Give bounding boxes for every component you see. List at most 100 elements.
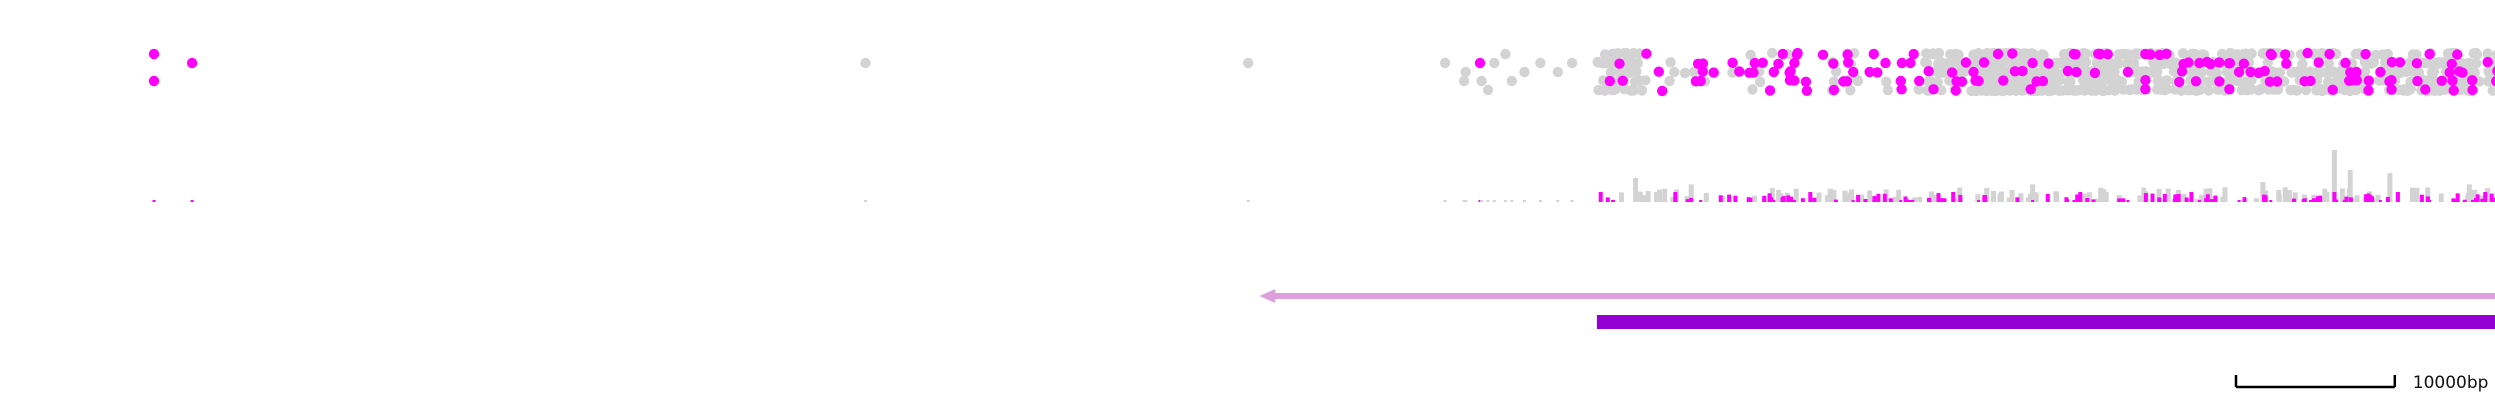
fragment-point-background (2428, 66, 2440, 77)
coverage-bar-highlight (2489, 193, 2494, 202)
fragment-point-highlight (2176, 66, 2188, 77)
fragment-point-background (2368, 57, 2379, 68)
fragment-point-highlight (1617, 75, 1628, 87)
coverage-bar-highlight (2150, 193, 2155, 202)
fragment-dot-track (148, 47, 2495, 97)
coverage-bar-background (1991, 190, 1996, 202)
fragment-point-background (1992, 57, 2003, 69)
coverage-bar-background (2165, 188, 2171, 202)
coverage-bar-highlight (1863, 199, 1868, 202)
fragment-point-background (2317, 85, 2328, 97)
fragment-point-background (2238, 49, 2249, 60)
fragment-point-background (2118, 84, 2129, 95)
coverage-bar-background (2103, 191, 2109, 202)
fragment-point-background (1600, 84, 1611, 96)
region-bar-0 (1596, 315, 2495, 329)
coverage-bar-highlight (2121, 198, 2126, 202)
coverage-bar-highlight (2143, 200, 2147, 202)
fragment-point-background (1951, 57, 1962, 68)
fragment-point-highlight (1896, 84, 1907, 95)
fragment-point-highlight (1801, 85, 1813, 97)
fragment-point-background (2437, 84, 2449, 95)
fragment-point-highlight (2447, 75, 2458, 86)
fragment-point-highlight (2271, 76, 2283, 87)
coverage-bar-highlight (2117, 198, 2122, 202)
coverage-bar-background (1503, 200, 1507, 202)
fragment-point-highlight (1817, 49, 1829, 60)
fragment-point-highlight (2265, 48, 2276, 60)
coverage-bar-background (1769, 188, 1775, 202)
coverage-bar-background (2054, 192, 2060, 202)
fragment-point-background (1566, 57, 1578, 69)
fragment-point-background (1669, 66, 1680, 78)
fragment-point-background (2246, 48, 2257, 59)
coverage-bar-highlight (2483, 192, 2488, 202)
coverage-bar-background (2425, 187, 2431, 202)
fragment-point-highlight (2394, 57, 2406, 68)
fragment-point-background (1933, 47, 1945, 59)
fragment-point-background (1476, 75, 1487, 87)
coverage-bar-highlight (2242, 197, 2247, 202)
coverage-bar-background (1892, 196, 1898, 202)
fragment-point-background (1981, 66, 1993, 78)
fragment-point-background (1460, 66, 1471, 78)
coverage-bar-highlight (2184, 197, 2189, 202)
fragment-point-background (1608, 84, 1619, 96)
coverage-bar-highlight (1903, 196, 1908, 202)
coverage-bar-background (1654, 191, 1659, 202)
coverage-bar-highlight (2085, 198, 2090, 202)
fragment-point-highlight (2031, 76, 2042, 87)
fragment-point-background (1766, 47, 1778, 59)
fragment-point-background (2482, 48, 2493, 59)
fragment-point-highlight (1653, 66, 1665, 77)
coverage-bar-background (2194, 198, 2200, 202)
fragment-point-background (2161, 83, 2173, 95)
coverage-bar-highlight (2075, 194, 2080, 202)
coverage-bar-highlight (1977, 200, 1981, 202)
fragment-point-background (1552, 66, 1564, 78)
fragment-point-highlight (1604, 75, 1616, 87)
fragment-point-highlight (2411, 58, 2423, 69)
coverage-bar-highlight (2493, 197, 2495, 202)
coverage-bar-background (1720, 196, 1726, 202)
fragment-point-background (1968, 49, 1979, 60)
coverage-bar-background (2286, 190, 2292, 202)
fragment-point-highlight (2140, 84, 2151, 95)
scale-bar: 10000bp (2234, 373, 2488, 393)
fragment-point-background (2145, 66, 2156, 78)
fragment-point-background (1923, 75, 1934, 87)
coverage-bar-highlight (2015, 197, 2020, 202)
gene-arrowhead-2 (1259, 289, 1276, 303)
fragment-point-background (2300, 84, 2312, 96)
fragment-point-background (1937, 67, 1948, 79)
fragment-point-background (2131, 84, 2143, 95)
fragment-point-highlight (1978, 57, 1990, 68)
fragment-point-background (1636, 85, 1648, 96)
fragment-point-highlight (2007, 48, 2018, 59)
fragment-point-highlight (1842, 49, 1853, 60)
fragment-point-background (1664, 75, 1675, 87)
coverage-bar-highlight (1727, 194, 1732, 202)
coverage-bar-highlight (2204, 197, 2209, 202)
coverage-bar-highlight (2209, 199, 2214, 202)
fragment-point-background (2109, 85, 2121, 96)
coverage-bar-highlight (2065, 199, 2069, 202)
fragment-point-highlight (1800, 76, 1812, 88)
fragment-point-background (2065, 76, 2076, 88)
fragment-point-background (1613, 48, 1624, 59)
coverage-bar-background (2276, 190, 2282, 202)
coverage-bar-background (1443, 200, 1447, 202)
coverage-bar-highlight (1951, 192, 1956, 202)
fragment-point-highlight (1923, 66, 1934, 77)
coverage-bar-background (1824, 195, 1830, 202)
fragment-point-background (2065, 57, 2077, 69)
coverage-bar-highlight (1673, 192, 1678, 202)
coverage-bar-highlight (1888, 198, 1893, 202)
fragment-point-background (1933, 58, 1944, 69)
fragment-point-background (1500, 48, 1511, 60)
fragment-point-highlight (1868, 48, 1880, 60)
coverage-bar-highlight (1718, 195, 1723, 202)
fragment-point-highlight (1614, 58, 1625, 69)
fragment-point-highlight (1880, 57, 1891, 69)
